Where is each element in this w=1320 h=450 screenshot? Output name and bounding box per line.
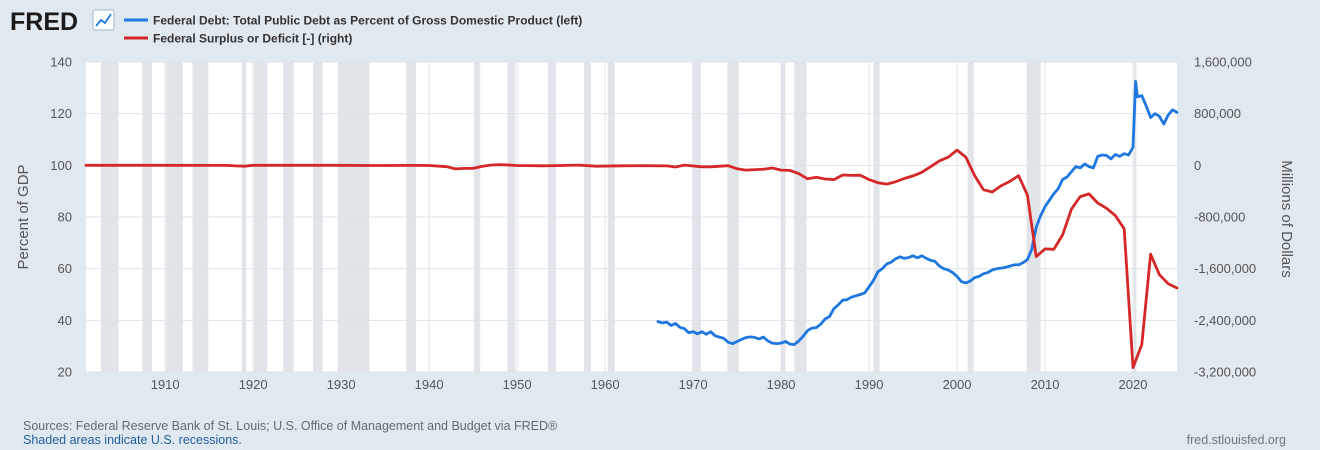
site-url-link[interactable]: fred.stlouisfed.org — [1187, 433, 1286, 447]
left-tick-label-0: 20 — [58, 365, 72, 380]
series-lines — [84, 80, 1179, 370]
right-axis-ticks: -3,200,000 -2,400,000 -1,600,000 -800,000 0 8… — [1194, 55, 1256, 380]
x-tick-label-5: 1960 — [591, 377, 620, 392]
chart-line-icon — [92, 9, 115, 31]
left-tick-label-3: 80 — [58, 210, 72, 225]
series-line-surplus[interactable] — [84, 148, 1179, 370]
left-axis-ticks: 20 40 60 80 100 120 140 — [50, 55, 72, 380]
right-tick-label-6: 1,600,000 — [1194, 55, 1252, 70]
series-line-debt[interactable] — [656, 80, 1179, 347]
x-tick-label-1: 1920 — [239, 377, 268, 392]
x-tick-label-2: 1930 — [327, 377, 356, 392]
left-tick-label-2: 60 — [58, 261, 72, 276]
left-tick-label-4: 100 — [50, 158, 72, 173]
right-tick-label-1: -2,400,000 — [1194, 313, 1256, 328]
x-axis-ticks: 1910 1920 1930 1940 1950 1960 1970 1980 1990 2000… — [151, 377, 1148, 392]
chart-legend: Federal Debt: Total Public Debt as Perce… — [124, 14, 582, 46]
right-tick-label-0: -3,200,000 — [1194, 365, 1256, 380]
legend-entry-surplus[interactable]: Federal Surplus or Deficit [-] (right) — [124, 32, 352, 46]
left-tick-label-1: 40 — [58, 313, 72, 328]
x-tick-label-11: 2020 — [1119, 377, 1148, 392]
x-tick-label-3: 1940 — [415, 377, 444, 392]
left-tick-label-6: 140 — [50, 55, 72, 70]
x-tick-label-9: 2000 — [943, 377, 972, 392]
right-tick-label-5: 800,000 — [1194, 106, 1241, 121]
legend-entry-debt[interactable]: Federal Debt: Total Public Debt as Perce… — [124, 14, 582, 28]
fred-logo[interactable]: FRED — [10, 8, 115, 36]
right-tick-label-3: -800,000 — [1194, 210, 1245, 225]
x-tick-label-7: 1980 — [767, 377, 796, 392]
x-tick-label-4: 1950 — [503, 377, 532, 392]
left-axis-title: Percent of GDP — [15, 164, 32, 269]
x-tick-label-10: 2010 — [1031, 377, 1060, 392]
sources-text: Sources: Federal Reserve Bank of St. Lou… — [23, 419, 558, 433]
x-tick-label-8: 1990 — [855, 377, 884, 392]
x-tick-label-6: 1970 — [679, 377, 708, 392]
legend-label-debt: Federal Debt: Total Public Debt as Perce… — [153, 14, 582, 28]
fred-logo-text: FRED — [10, 8, 78, 36]
x-tick-label-0: 1910 — [151, 377, 180, 392]
right-tick-label-2: -1,600,000 — [1194, 261, 1256, 276]
right-tick-label-4: 0 — [1194, 158, 1201, 173]
recession-note-link[interactable]: Shaded areas indicate U.S. recessions. — [23, 433, 242, 447]
right-axis-title: Millions of Dollars — [1278, 160, 1295, 278]
legend-label-surplus: Federal Surplus or Deficit [-] (right) — [153, 32, 352, 46]
left-tick-label-5: 120 — [50, 106, 72, 121]
